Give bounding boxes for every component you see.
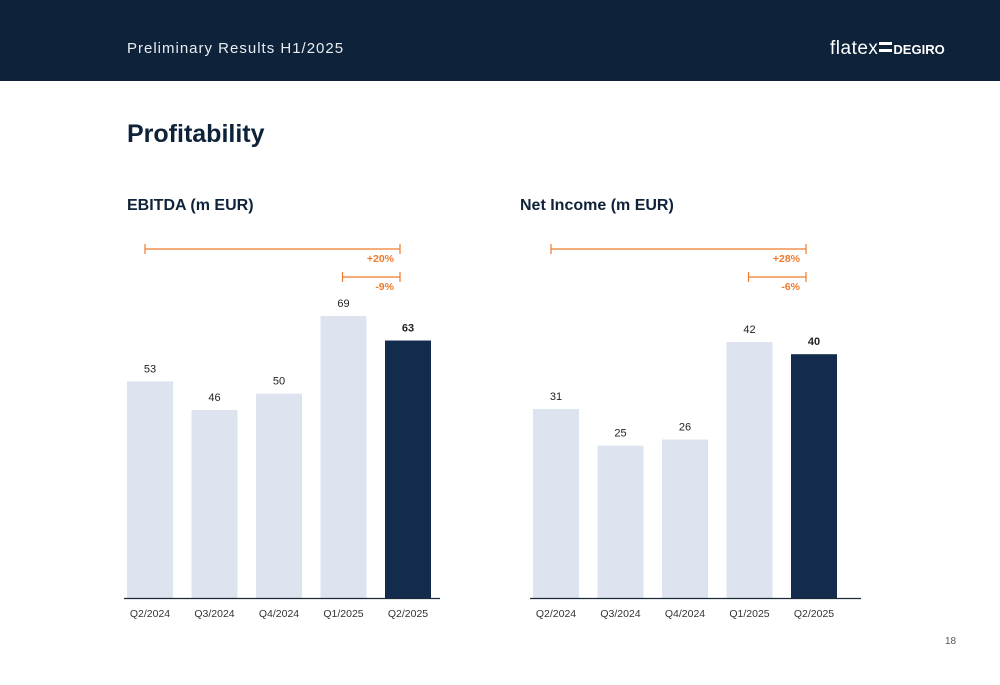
ebitda-x-tick-label: Q2/2025 bbox=[388, 608, 428, 620]
ebitda-growth-bracket bbox=[144, 244, 401, 254]
net-income-growth-bracket bbox=[550, 244, 807, 254]
net-income-growth-bracket bbox=[747, 272, 807, 282]
net-income-bar-q2-2024 bbox=[533, 409, 579, 598]
ebitda-x-tick-label: Q1/2025 bbox=[323, 608, 363, 620]
ebitda-value-label: 46 bbox=[208, 392, 220, 404]
net-income-bar-q4-2024 bbox=[662, 439, 708, 598]
logo-text-flatex: flatex bbox=[830, 38, 879, 59]
logo-equals-icon bbox=[879, 42, 893, 52]
net-income-bar-q2-2025 bbox=[791, 354, 837, 598]
ebitda-bar-q1-2025 bbox=[320, 316, 367, 598]
ebitda-chart-title: EBITDA (m EUR) bbox=[127, 197, 254, 214]
net-income-value-label: 42 bbox=[743, 324, 755, 336]
logo-text-degiro: DEGIRO bbox=[893, 42, 945, 57]
ebitda-value-label: 69 bbox=[337, 298, 349, 310]
net-income-x-tick-label: Q1/2025 bbox=[729, 608, 769, 620]
net-income-x-tick-label: Q4/2024 bbox=[665, 608, 705, 620]
ebitda-growth-label: -9% bbox=[375, 281, 394, 293]
page-title: Profitability bbox=[127, 120, 265, 148]
net-income-chart-title: Net Income (m EUR) bbox=[520, 197, 674, 214]
presentation-title: Preliminary Results H1/2025 bbox=[127, 40, 345, 57]
net-income-value-label: 25 bbox=[614, 428, 626, 440]
header-bar: Preliminary Results H1/2025 flatex DEGIRO bbox=[0, 0, 1000, 81]
net-income-value-label: 31 bbox=[550, 391, 562, 403]
ebitda-x-tick-label: Q3/2024 bbox=[194, 608, 234, 620]
ebitda-bar-q4-2024 bbox=[256, 393, 302, 598]
net-income-growth-label: +28% bbox=[773, 253, 801, 265]
page-number: 18 bbox=[945, 636, 957, 647]
flatex-degiro-logo: flatex DEGIRO bbox=[830, 38, 945, 60]
ebitda-value-label: 53 bbox=[144, 363, 156, 375]
net-income-value-label: 26 bbox=[679, 422, 691, 434]
net-income-bar-q1-2025 bbox=[726, 342, 773, 598]
net-income-growth-label: -6% bbox=[781, 281, 800, 293]
ebitda-growth-label: +20% bbox=[367, 253, 395, 265]
net-income-x-tick-label: Q2/2025 bbox=[794, 608, 834, 620]
ebitda-bar-q2-2025 bbox=[385, 340, 431, 598]
ebitda-bar-q3-2024 bbox=[191, 410, 238, 598]
net-income-x-tick-label: Q2/2024 bbox=[536, 608, 576, 620]
ebitda-value-label: 50 bbox=[273, 376, 285, 388]
net-income-value-label: 40 bbox=[808, 336, 820, 348]
ebitda-value-label: 63 bbox=[402, 323, 414, 335]
net-income-x-tick-label: Q3/2024 bbox=[600, 608, 640, 620]
ebitda-growth-bracket bbox=[341, 272, 401, 282]
ebitda-x-tick-label: Q4/2024 bbox=[259, 608, 299, 620]
ebitda-chart: 53 Q2/2024 46 Q3/2024 50 Q4/2024 69 Q1/2025 63 Q2… bbox=[124, 244, 440, 620]
ebitda-bar-q2-2024 bbox=[127, 381, 173, 598]
net-income-bar-q3-2024 bbox=[597, 445, 644, 598]
ebitda-x-tick-label: Q2/2024 bbox=[130, 608, 170, 620]
